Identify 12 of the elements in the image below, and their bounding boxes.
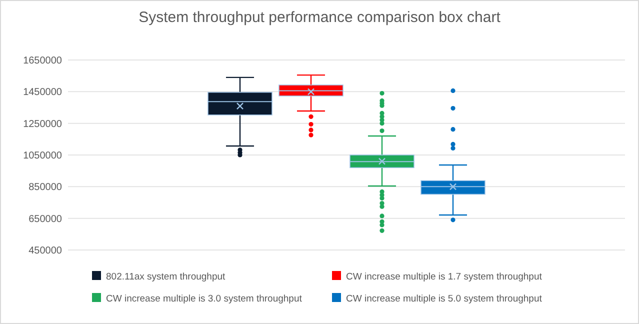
y-tick-label: 850000 bbox=[28, 182, 62, 194]
legend-label: CW increase multiple is 1.7 system throughput bbox=[346, 271, 542, 282]
y-tick-label: 450000 bbox=[28, 246, 62, 256]
y-tick-label: 1450000 bbox=[23, 87, 62, 98]
y-tick-label: 650000 bbox=[28, 214, 62, 225]
legend-label: CW increase multiple is 3.0 system throughput bbox=[106, 293, 302, 304]
chart-title: System throughput performance comparison box chart bbox=[138, 9, 502, 26]
y-tick-label: 1050000 bbox=[23, 150, 62, 162]
y-tick-label: 1650000 bbox=[23, 56, 62, 66]
legend-label: CW increase multiple is 5.0 system throughput bbox=[346, 293, 542, 304]
y-tick-label: 1250000 bbox=[23, 118, 62, 130]
legend-label: 802.11ax system throughput bbox=[106, 271, 226, 282]
